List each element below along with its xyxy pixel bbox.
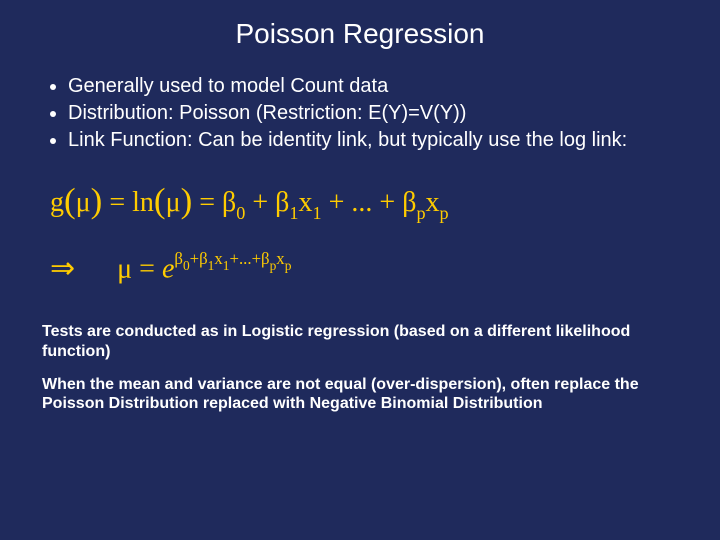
eq-plus: + — [379, 187, 395, 218]
eq-sub1: 1 — [208, 258, 215, 273]
eq-beta: β — [174, 249, 183, 268]
eq-x: x — [426, 187, 440, 218]
equation-mu-exp: μ = eβ0+β1x1+...+βpxp — [117, 252, 291, 286]
eq-beta: β — [261, 249, 270, 268]
paren-close: ) — [91, 181, 103, 220]
eq-sub1: 1 — [313, 203, 322, 223]
eq-sub1: 1 — [223, 258, 230, 273]
paren-open: ( — [64, 181, 76, 220]
eq-mu: μ — [117, 253, 132, 284]
note-line: When the mean and variance are not equal… — [42, 375, 678, 413]
eq-mu: μ — [76, 187, 91, 218]
eq-subp: p — [440, 203, 449, 223]
eq-x: x — [299, 187, 313, 218]
eq-sub0: 0 — [236, 203, 245, 223]
eq-mu: μ — [166, 187, 181, 218]
eq-plus: + — [230, 249, 239, 268]
eq-subp: p — [285, 258, 292, 273]
note-line: Tests are conducted as in Logistic regre… — [42, 322, 678, 360]
paren-close: ) — [181, 181, 193, 220]
equation-line-1: g(μ) = ln(μ) = β0 + β1x1 + ... + βpxp — [50, 179, 678, 223]
eq-ellipsis: ... — [351, 187, 372, 218]
eq-plus: + — [252, 249, 261, 268]
eq-subp: p — [270, 258, 277, 273]
eq-eq: = — [109, 187, 125, 218]
eq-eq: = — [139, 253, 155, 284]
implies-arrow: ⇒ — [50, 251, 75, 286]
paren-open: ( — [154, 181, 166, 220]
eq-g: g — [50, 187, 64, 218]
eq-ln: ln — [132, 187, 154, 218]
eq-beta: β — [199, 249, 208, 268]
bullet-item: Distribution: Poisson (Restriction: E(Y)… — [68, 101, 668, 126]
bullet-item: Generally used to model Count data — [68, 74, 668, 99]
eq-beta: β — [275, 187, 289, 218]
eq-exponent: β0+β1x1+...+βpxp — [174, 249, 291, 268]
eq-subp: p — [416, 203, 425, 223]
bullet-list: Generally used to model Count data Distr… — [42, 74, 668, 153]
equation-line-2: ⇒ μ = eβ0+β1x1+...+βpxp — [50, 251, 678, 286]
equation-block: g(μ) = ln(μ) = β0 + β1x1 + ... + βpxp ⇒ … — [42, 179, 678, 286]
slide: Poisson Regression Generally used to mod… — [0, 0, 720, 540]
eq-sub1: 1 — [289, 203, 298, 223]
eq-plus: + — [190, 249, 199, 268]
eq-x: x — [214, 249, 222, 268]
notes-block: Tests are conducted as in Logistic regre… — [42, 322, 678, 413]
eq-beta: β — [402, 187, 416, 218]
eq-e: e — [162, 253, 174, 284]
eq-beta: β — [222, 187, 236, 218]
eq-plus: + — [329, 187, 345, 218]
slide-title: Poisson Regression — [42, 18, 678, 50]
eq-sub0: 0 — [183, 258, 190, 273]
eq-eq: = — [199, 187, 215, 218]
bullet-item: Link Function: Can be identity link, but… — [68, 128, 668, 153]
eq-plus: + — [252, 187, 268, 218]
eq-ellipsis: ... — [239, 249, 252, 268]
eq-x: x — [276, 249, 284, 268]
